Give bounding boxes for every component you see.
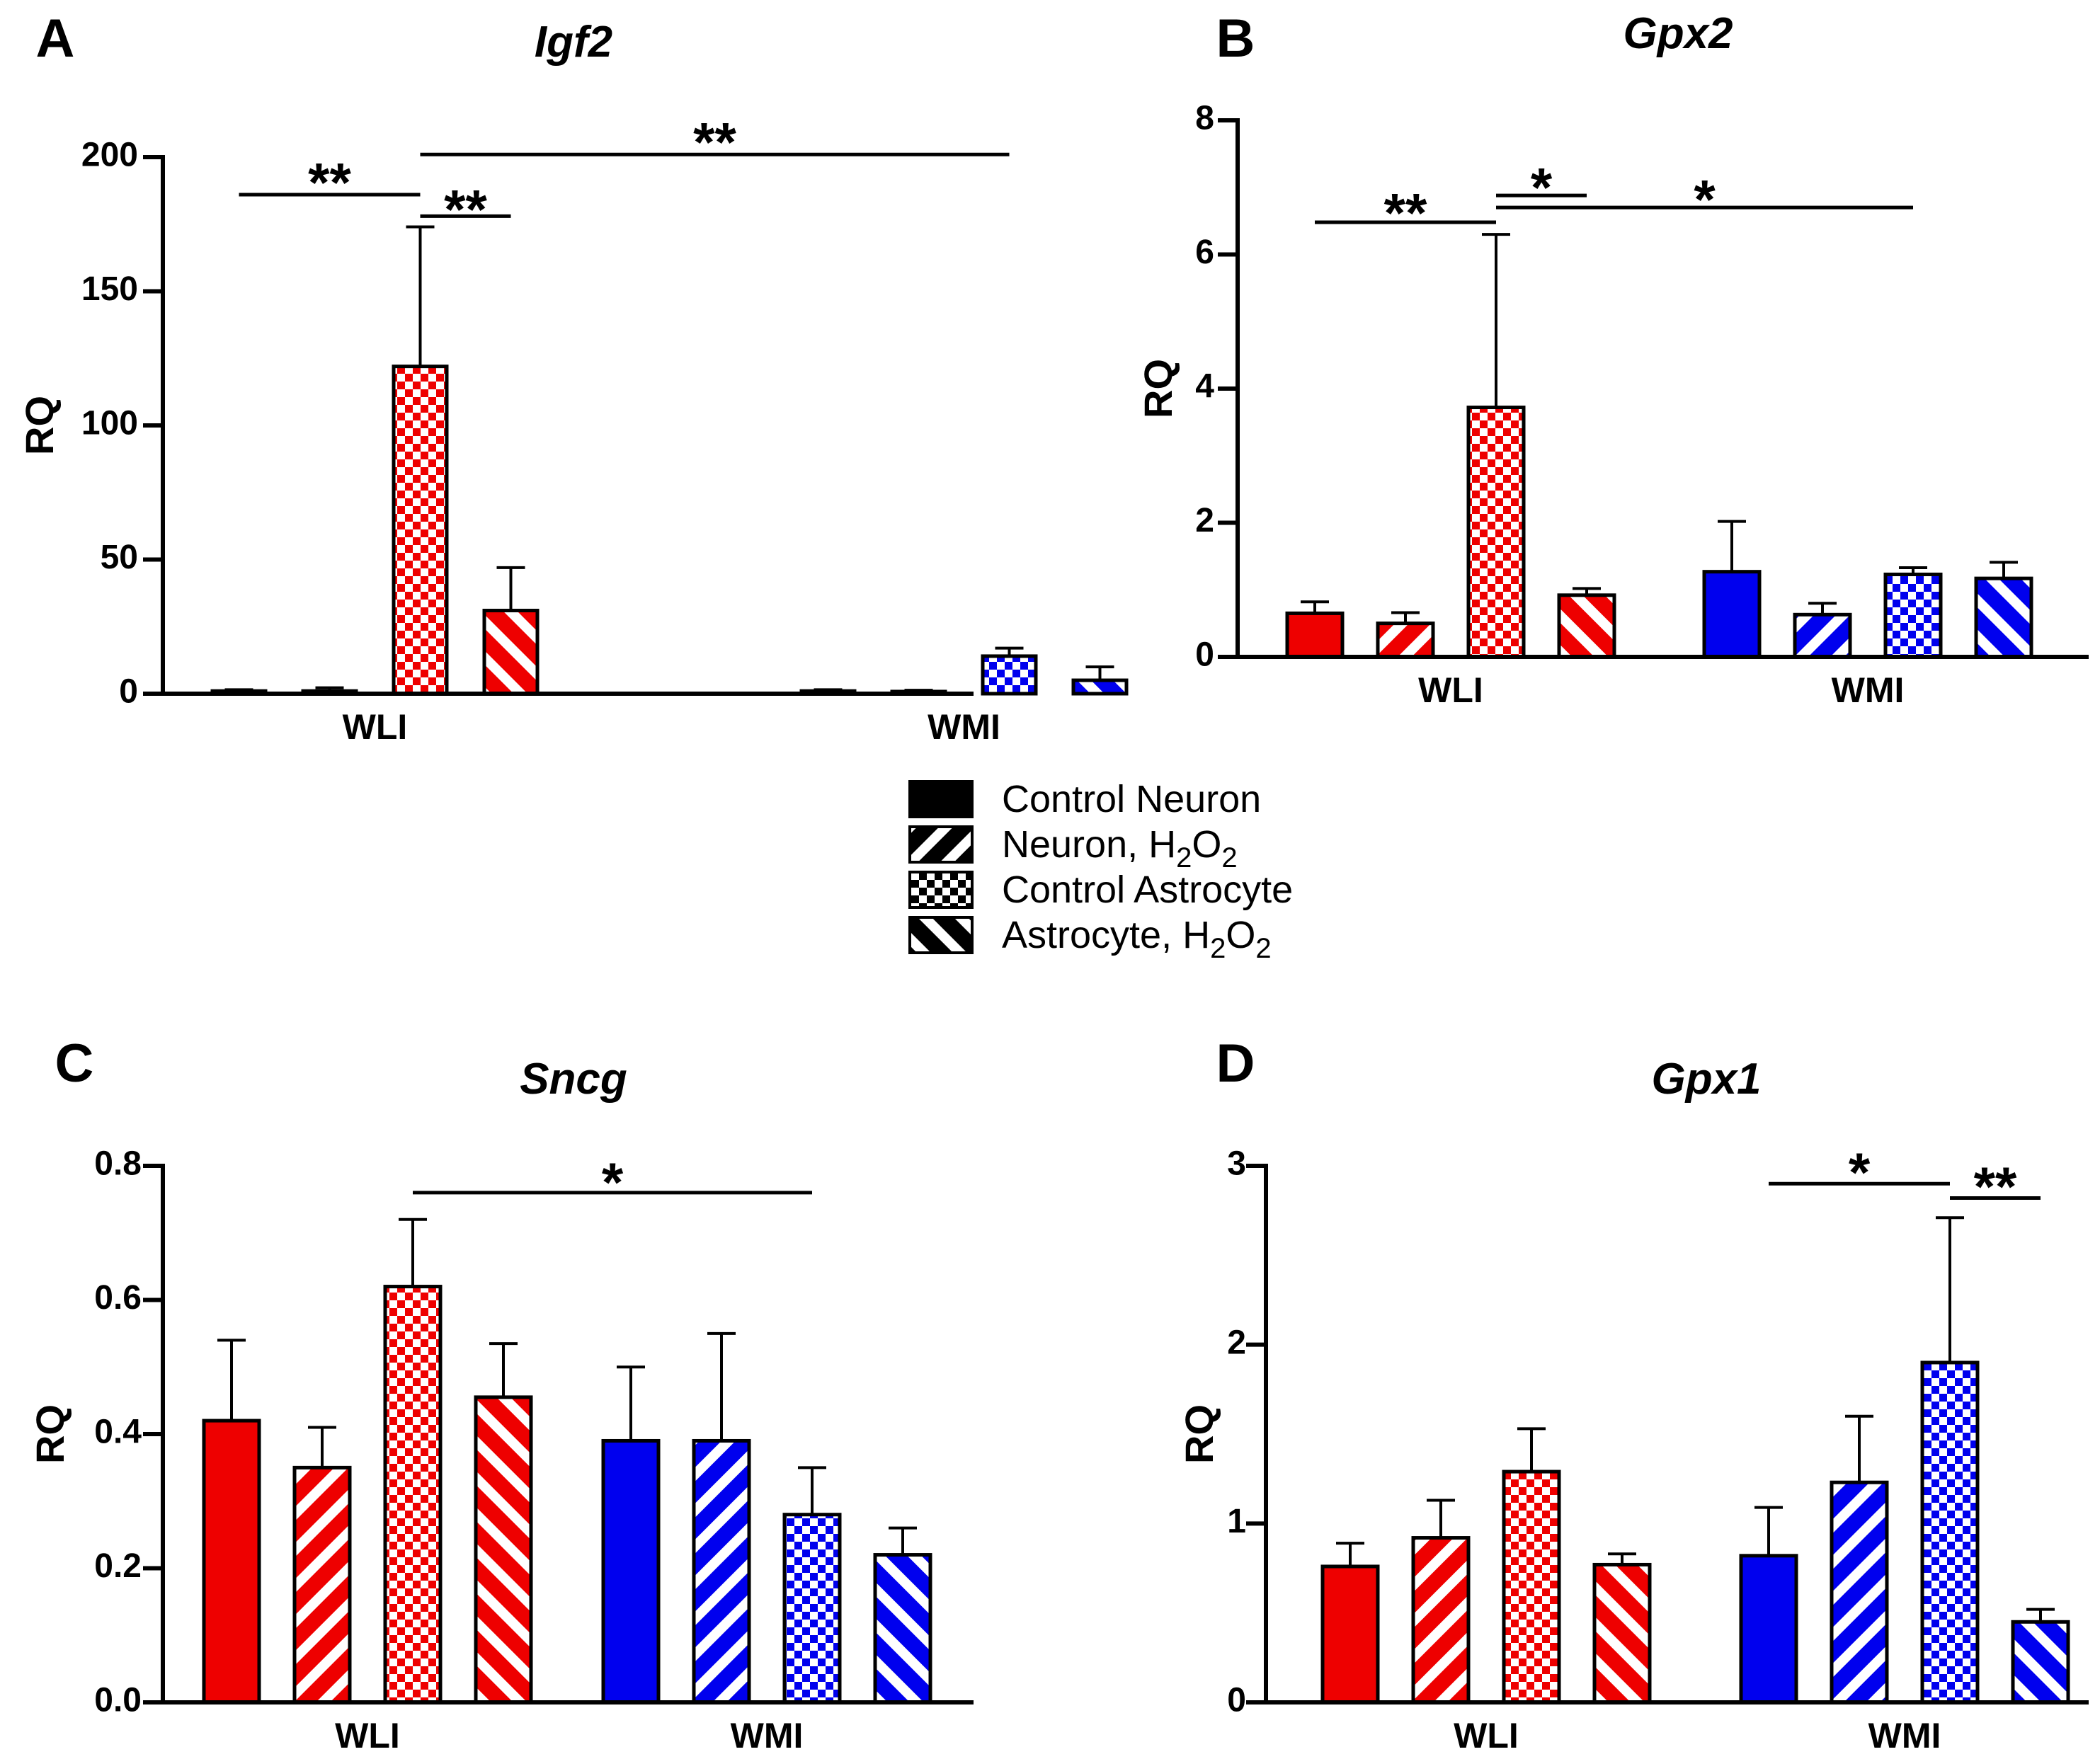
significance-label: * <box>1849 1141 1871 1203</box>
y-tick-label: 3 <box>1227 1145 1246 1183</box>
y-tick-label: 2 <box>1227 1324 1246 1361</box>
y-tick-label: 0.0 <box>94 1682 142 1719</box>
chart-title: Sncg <box>520 1055 627 1104</box>
bar <box>474 1395 533 1704</box>
bar <box>1883 572 1943 659</box>
significance-label: * <box>1694 168 1716 230</box>
y-axis-label: RQ <box>1136 359 1180 418</box>
bar <box>1411 1536 1471 1704</box>
y-tick-label: 0.2 <box>94 1547 142 1585</box>
bar <box>1739 1554 1798 1704</box>
bar <box>392 365 449 696</box>
panel-letter: D <box>1216 1033 1255 1094</box>
chart-title: Gpx1 <box>1651 1055 1761 1104</box>
bar <box>1557 593 1616 659</box>
legend-item: Astrocyte, H2O2 <box>908 914 1272 964</box>
bar <box>383 1285 443 1704</box>
bar <box>1830 1480 1889 1704</box>
chart-title: Gpx2 <box>1623 9 1733 58</box>
bar <box>482 609 540 696</box>
bar <box>1320 1564 1380 1704</box>
bar <box>1974 576 2033 659</box>
bar <box>2011 1620 2070 1704</box>
legend-label: Astrocyte, H2O2 <box>1002 914 1272 964</box>
y-tick-label: 100 <box>81 405 138 442</box>
bar <box>1702 570 1762 659</box>
bar <box>873 1553 932 1704</box>
legend-label: Control Neuron <box>1002 778 1261 820</box>
chart-title: Igf2 <box>535 18 612 67</box>
significance-label: ** <box>308 151 351 214</box>
x-category-label: WLI <box>1418 670 1483 710</box>
significance-label: ** <box>1974 1155 2017 1217</box>
bar <box>1502 1469 1561 1704</box>
panel-letter: C <box>55 1033 94 1094</box>
y-tick-label: 0.4 <box>94 1414 142 1451</box>
y-tick-label: 2 <box>1195 502 1214 539</box>
legend-swatch <box>908 871 974 909</box>
significance-label: ** <box>1384 181 1427 243</box>
y-tick-label: 6 <box>1195 234 1214 271</box>
bar <box>601 1438 661 1704</box>
panel-a: A Igf2 RQ 0 50 100 150 200 WLI WMI ** ** ** <box>17 8 1129 747</box>
bar <box>1592 1562 1652 1704</box>
bar <box>1920 1360 1980 1704</box>
bar <box>202 1419 261 1704</box>
x-category-label: WMI <box>731 1716 804 1755</box>
significance-label: ** <box>444 178 487 240</box>
panel-letter: A <box>36 8 75 69</box>
legend-swatch <box>908 780 974 818</box>
y-tick-label: 0.8 <box>94 1145 142 1183</box>
x-category-label: WMI <box>1832 670 1905 710</box>
bar <box>1071 678 1129 696</box>
y-axis-label: RQ <box>17 396 62 455</box>
y-tick-label: 0 <box>1227 1682 1246 1719</box>
bar <box>692 1438 751 1704</box>
bar <box>1466 406 1526 659</box>
significance-label: ** <box>693 111 736 173</box>
legend-label: Control Astrocyte <box>1002 869 1293 911</box>
y-tick-label: 4 <box>1195 368 1214 406</box>
legend-item: Control Astrocyte <box>908 869 1293 911</box>
x-category-label: WMI <box>1868 1716 1941 1755</box>
significance-label: * <box>602 1151 624 1213</box>
y-tick-label: 0 <box>119 673 138 711</box>
bar <box>981 654 1038 696</box>
y-tick-label: 8 <box>1195 100 1214 137</box>
legend-label: Neuron, H2O2 <box>1002 823 1238 873</box>
y-tick-label: 1 <box>1227 1503 1246 1540</box>
bar <box>1793 612 1852 659</box>
panel-c: C Sncg RQ 0.0 0.2 0.4 0.6 0.8 WLI WMI * <box>28 1033 974 1755</box>
bar <box>782 1513 842 1704</box>
bar <box>1285 611 1345 659</box>
legend-swatch <box>908 825 974 864</box>
y-axis-label: RQ <box>28 1404 72 1464</box>
x-category-label: WLI <box>335 1716 400 1755</box>
y-tick-label: 150 <box>81 270 138 308</box>
x-category-label: WLI <box>1454 1716 1519 1755</box>
x-category-label: WMI <box>928 707 1000 747</box>
bar <box>1376 621 1435 659</box>
legend-item: Control Neuron <box>908 778 1261 820</box>
y-tick-label: 0 <box>1195 636 1214 674</box>
panel-letter: B <box>1216 8 1255 69</box>
x-category-label: WLI <box>343 707 408 747</box>
y-tick-label: 200 <box>81 137 138 174</box>
y-tick-label: 0.6 <box>94 1279 142 1317</box>
y-axis-label: RQ <box>1177 1404 1221 1464</box>
bar <box>292 1465 352 1704</box>
legend-item: Neuron, H2O2 <box>908 823 1238 873</box>
y-tick-label: 50 <box>101 539 138 576</box>
legend-swatch <box>908 916 974 954</box>
